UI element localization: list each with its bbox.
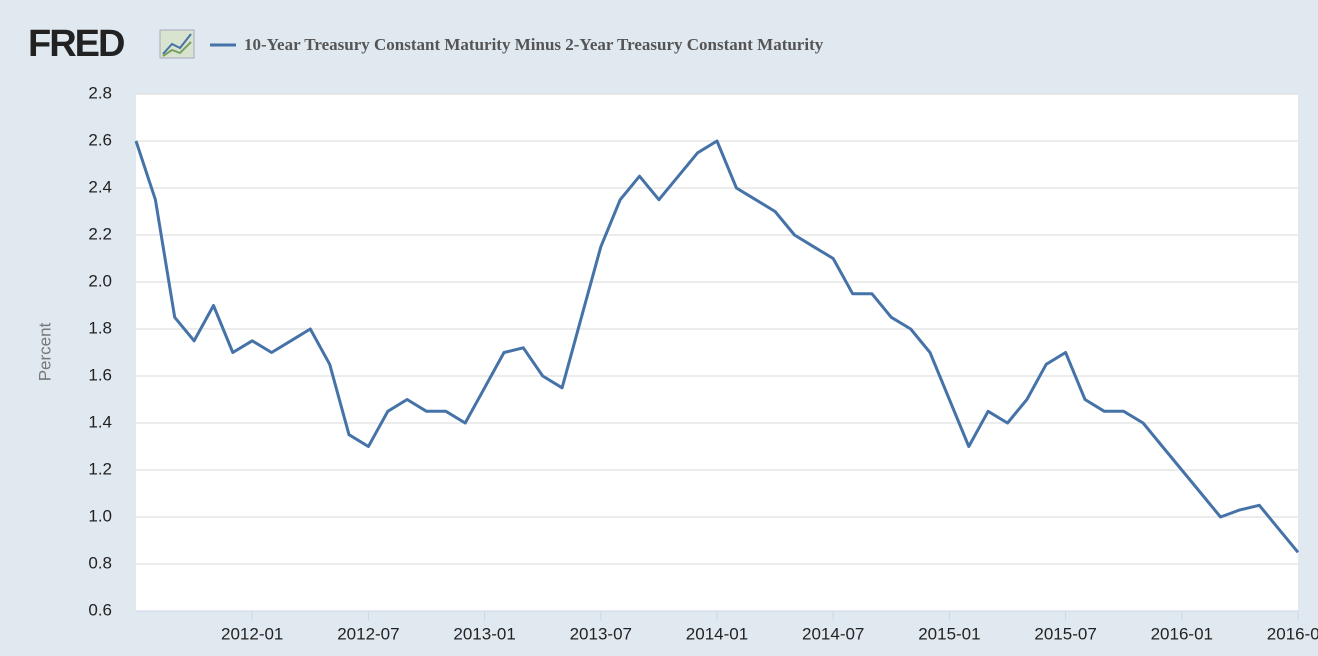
x-tick-label: 2012-07 <box>337 624 399 643</box>
y-tick-label: 2.0 <box>88 271 112 290</box>
y-tick-label: 1.2 <box>88 459 112 478</box>
x-tick-label: 2015-01 <box>918 624 980 643</box>
y-axis-label: Percent <box>35 322 54 381</box>
x-tick-label: 2013-01 <box>453 624 515 643</box>
x-tick-label: 2012-01 <box>221 624 283 643</box>
y-tick-label: 2.4 <box>88 177 112 196</box>
legend-label: 10-Year Treasury Constant Maturity Minus… <box>244 35 824 54</box>
logo-icon <box>159 29 195 59</box>
y-tick-label: 2.2 <box>88 224 112 243</box>
y-tick-label: 0.6 <box>88 600 112 619</box>
y-tick-label: 2.8 <box>88 83 112 102</box>
y-tick-label: 1.8 <box>88 318 112 337</box>
x-tick-label: 2013-07 <box>570 624 632 643</box>
y-tick-label: 1.4 <box>88 412 112 431</box>
x-tick-label: 2014-07 <box>802 624 864 643</box>
x-tick-label: 2015-07 <box>1034 624 1096 643</box>
y-tick-label: 1.0 <box>88 506 112 525</box>
data-line <box>134 139 1300 554</box>
logo: FRED <box>28 23 124 65</box>
y-tick-label: 1.6 <box>88 365 112 384</box>
x-tick-label: 2016-01 <box>1151 624 1213 643</box>
y-tick-label: 2.6 <box>88 130 112 149</box>
y-tick-label: 0.8 <box>88 553 112 572</box>
plot-area <box>136 94 1298 611</box>
x-tick-label: 2014-01 <box>686 624 748 643</box>
x-tick-label: 2016-07 <box>1267 624 1318 643</box>
